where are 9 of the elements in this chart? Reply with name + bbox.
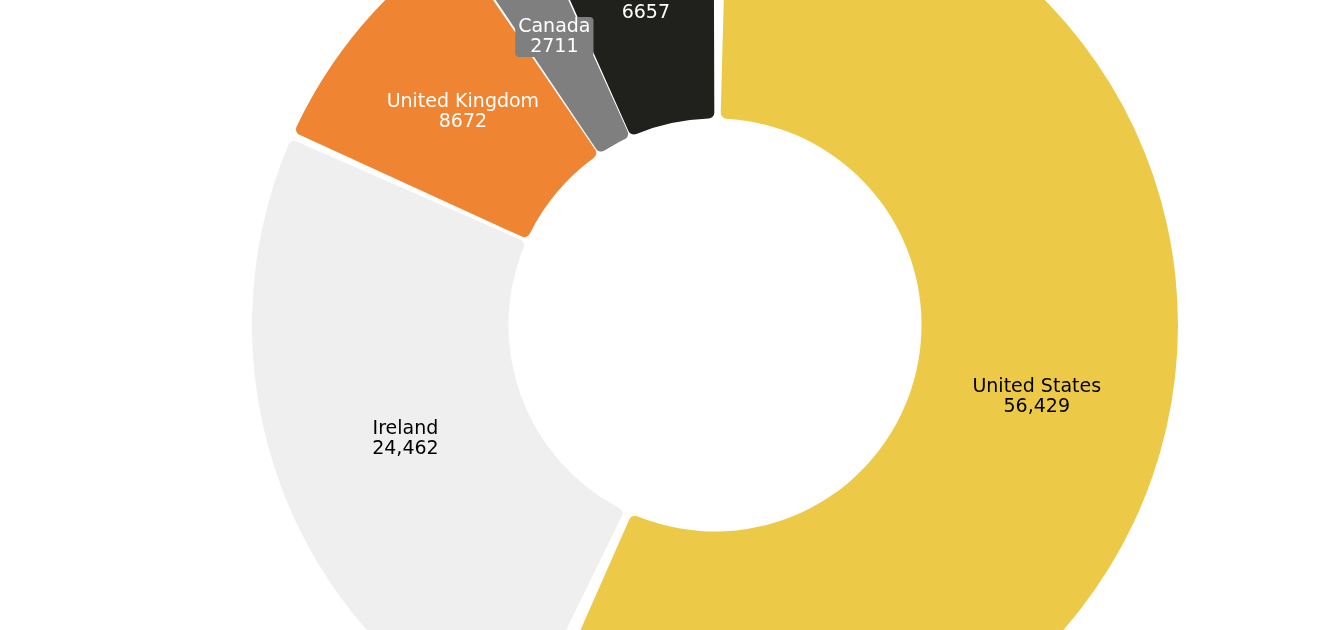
data-label: 56,429 [1003, 394, 1070, 417]
slice-label: United Kingdom [386, 89, 540, 112]
data-label: 2711 [530, 33, 579, 56]
slice-label: Canada [518, 13, 591, 36]
data-label: 8672 [438, 109, 488, 132]
data-label: 6657 [621, 0, 670, 22]
slice-label: United States [972, 374, 1102, 397]
slice-label: Ireland [372, 415, 439, 438]
data-label: 24,462 [372, 435, 439, 458]
